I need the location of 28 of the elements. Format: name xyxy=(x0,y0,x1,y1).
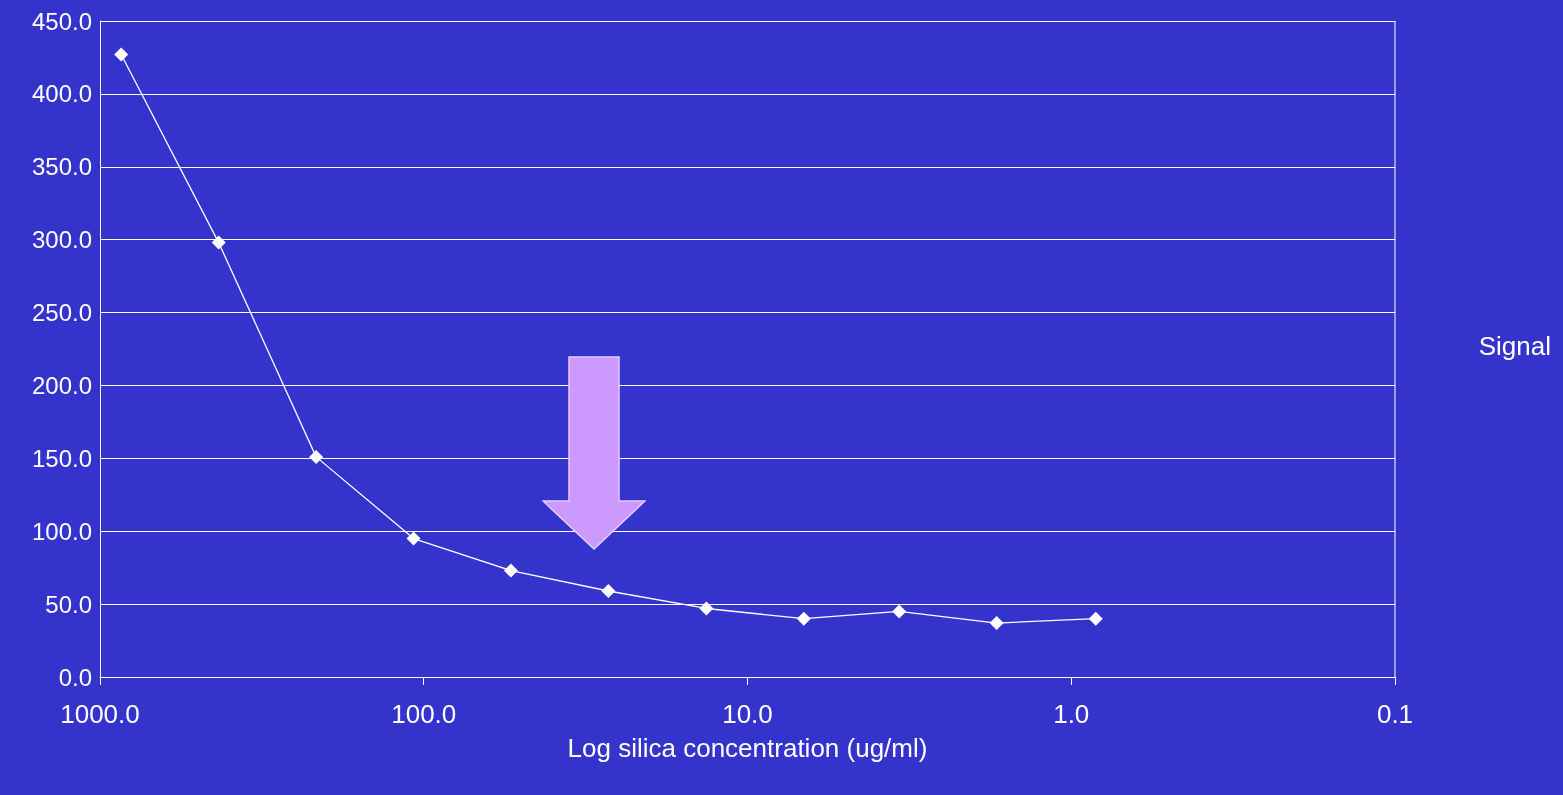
point xyxy=(796,611,811,626)
point xyxy=(503,563,518,578)
y-tick-label: 300.0 xyxy=(31,226,92,254)
y-tick-label: 100.0 xyxy=(31,517,92,545)
point xyxy=(989,616,1004,631)
x-tick-label: 1000.0 xyxy=(60,699,140,729)
point xyxy=(699,601,714,616)
y-tick-label: 150.0 xyxy=(31,444,92,472)
x-tick-label: 0.1 xyxy=(1376,699,1414,729)
y-tick-label: 0.0 xyxy=(58,663,92,691)
y-tick-label: 50.0 xyxy=(45,590,92,618)
y-tick-label: 250.0 xyxy=(31,299,92,327)
x-tick-label: 1.0 xyxy=(1053,699,1090,729)
point xyxy=(1088,611,1103,626)
point xyxy=(114,47,129,62)
x-tick-label: 100.0 xyxy=(391,699,457,729)
point xyxy=(601,583,616,598)
point xyxy=(892,604,907,619)
point xyxy=(309,449,324,464)
point xyxy=(406,531,421,546)
y-tick-label: 350.0 xyxy=(31,153,92,181)
y-tick-label: 400.0 xyxy=(31,80,92,108)
y-axis-title: Signal xyxy=(1478,331,1552,361)
x-tick-label: 10.0 xyxy=(722,699,773,729)
y-tick-label: 200.0 xyxy=(31,371,92,399)
point xyxy=(211,235,226,250)
x-axis-title: Log silica concentration (ug/ml) xyxy=(567,733,928,763)
y-tick-label: 450.0 xyxy=(31,7,92,35)
